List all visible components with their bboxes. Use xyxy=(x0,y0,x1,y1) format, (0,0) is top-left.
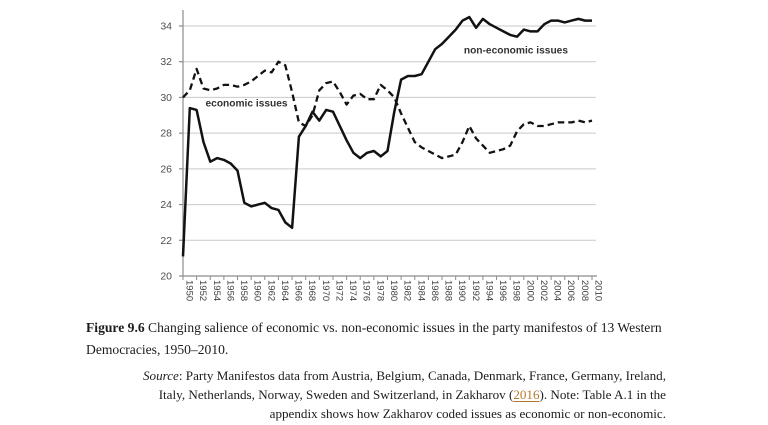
y-axis-label: 24 xyxy=(160,199,172,211)
source-word: Source xyxy=(143,368,179,383)
y-axis-label: 26 xyxy=(160,163,172,175)
x-axis-label: 1958 xyxy=(238,280,249,301)
source-text-after-link: ). Note: Table A.1 in the appendix shows… xyxy=(269,387,666,422)
x-axis-label: 1950 xyxy=(184,280,195,301)
economic-issues-label: economic issues xyxy=(205,98,287,109)
y-axis-label: 22 xyxy=(160,235,172,247)
x-axis-label: 2008 xyxy=(579,280,590,301)
x-axis-label: 1968 xyxy=(306,280,317,301)
x-axis-label: 2006 xyxy=(565,280,576,301)
y-axis-label: 30 xyxy=(160,92,172,104)
x-axis-label: 1956 xyxy=(224,280,235,301)
chart-canvas: 20 22 24 26 28 30 32 34 1950 1952 1954 1956 1958 1960… xyxy=(160,10,603,301)
source-note: Source: Party Manifestos data from Austr… xyxy=(126,366,666,423)
x-axis-label: 1970 xyxy=(320,280,331,301)
x-axis-label: 1952 xyxy=(197,280,208,301)
x-axis-label: 1990 xyxy=(456,280,467,301)
x-axis-label: 1982 xyxy=(402,280,413,301)
x-axis-label: 1986 xyxy=(429,280,440,301)
non-economic-issues-label: non-economic issues xyxy=(464,46,568,57)
figure-caption-label: Figure 9.6 xyxy=(86,320,145,335)
source-text-before-link: : Party Manifestos data from Austria, Be… xyxy=(158,368,666,403)
series-line-non-economic-issues xyxy=(181,15,592,257)
line-chart-figure: 20 22 24 26 28 30 32 34 1950 1952 1954 1956 1958 1960… xyxy=(110,2,602,314)
x-axis-label: 1988 xyxy=(443,280,454,301)
x-axis-label: 1978 xyxy=(374,280,385,301)
y-axis-label: 28 xyxy=(160,128,172,140)
figure-caption-text: Changing salience of economic vs. non-ec… xyxy=(86,320,662,358)
figure-caption: Figure 9.6 Changing salience of economic… xyxy=(86,317,698,361)
x-axis-label: 1964 xyxy=(279,280,290,301)
x-axis-label: 1954 xyxy=(211,280,222,301)
x-axis-label: 1996 xyxy=(497,280,508,301)
x-axis-label: 1994 xyxy=(483,280,494,301)
y-axis-label: 32 xyxy=(160,56,172,68)
x-axis-label: 2004 xyxy=(552,280,563,301)
x-axis-label: 1992 xyxy=(470,280,481,301)
y-axis-label: 20 xyxy=(160,271,172,283)
x-axis-label: 1974 xyxy=(347,280,358,301)
zakharov-2016-link[interactable]: 2016 xyxy=(513,387,540,403)
x-axis-label: 1984 xyxy=(415,280,426,301)
y-axis-label: 34 xyxy=(160,21,172,33)
series-line-economic-issues xyxy=(182,60,593,160)
x-axis-label: 2010 xyxy=(593,280,603,301)
x-axis-label: 1966 xyxy=(293,280,304,301)
x-axis-label: 1976 xyxy=(361,280,372,301)
x-axis-label: 1980 xyxy=(388,280,399,301)
x-axis-label: 1960 xyxy=(252,280,263,301)
x-axis-label: 1972 xyxy=(333,280,344,301)
x-axis-label: 2002 xyxy=(538,280,549,301)
x-axis-label: 1998 xyxy=(511,280,522,301)
x-axis-label: 1962 xyxy=(265,280,276,301)
x-axis-label: 2000 xyxy=(524,280,535,301)
